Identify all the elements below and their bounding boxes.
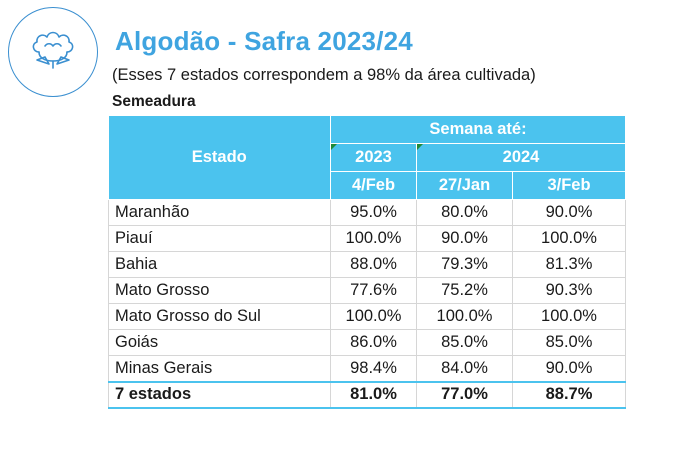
value-cell: 100.0% xyxy=(416,303,513,330)
table-row: Minas Gerais 98.4% 84.0% 90.0% xyxy=(108,355,627,382)
state-name: Mato Grosso xyxy=(108,277,331,304)
value-cell: 81.3% xyxy=(511,251,627,278)
total-value: 88.7% xyxy=(511,380,627,409)
planting-progress-table: Estado Semana até: 2023 2024 4/Feb 27/Ja… xyxy=(108,115,627,409)
table-row: Goiás 86.0% 85.0% 85.0% xyxy=(108,329,627,356)
value-cell: 95.0% xyxy=(330,199,417,226)
total-label: 7 estados xyxy=(108,380,331,409)
value-cell: 100.0% xyxy=(330,225,417,252)
cotton-flower-icon xyxy=(32,31,74,69)
state-name: Piauí xyxy=(108,225,331,252)
table-row: Bahia 88.0% 79.3% 81.3% xyxy=(108,251,627,278)
value-cell: 100.0% xyxy=(511,225,627,252)
state-name: Mato Grosso do Sul xyxy=(108,303,331,330)
table-row: Mato Grosso 77.6% 75.2% 90.3% xyxy=(108,277,627,304)
total-value: 81.0% xyxy=(330,380,417,409)
page-subtitle: (Esses 7 estados correspondem a 98% da á… xyxy=(112,66,536,84)
value-cell: 100.0% xyxy=(511,303,627,330)
value-cell: 98.4% xyxy=(330,355,417,382)
value-cell: 86.0% xyxy=(330,329,417,356)
value-cell: 85.0% xyxy=(511,329,627,356)
section-heading: Semeadura xyxy=(112,93,196,110)
value-cell: 75.2% xyxy=(416,277,513,304)
state-name: Minas Gerais xyxy=(108,355,331,382)
page-title: Algodão - Safra 2023/24 xyxy=(115,26,413,56)
header-date: 4/Feb xyxy=(330,171,417,200)
state-name: Maranhão xyxy=(108,199,331,226)
state-name: Bahia xyxy=(108,251,331,278)
header-estado: Estado xyxy=(108,115,331,200)
cotton-logo xyxy=(8,7,98,97)
table-row: Piauí 100.0% 90.0% 100.0% xyxy=(108,225,627,252)
header-week-group: Semana até: xyxy=(329,115,627,144)
value-cell: 85.0% xyxy=(416,329,513,356)
value-cell: 100.0% xyxy=(330,303,417,330)
value-cell: 90.0% xyxy=(511,199,627,226)
header-date: 27/Jan xyxy=(416,171,513,200)
table-row: Maranhão 95.0% 80.0% 90.0% xyxy=(108,199,627,226)
value-cell: 84.0% xyxy=(416,355,513,382)
value-cell: 90.0% xyxy=(416,225,513,252)
total-value: 77.0% xyxy=(416,380,513,409)
state-name: Goiás xyxy=(108,329,331,356)
value-cell: 77.6% xyxy=(330,277,417,304)
value-cell: 90.3% xyxy=(511,277,627,304)
value-cell: 90.0% xyxy=(511,355,627,382)
value-cell: 80.0% xyxy=(416,199,513,226)
total-row: 7 estados 81.0% 77.0% 88.7% xyxy=(108,380,627,409)
value-cell: 88.0% xyxy=(330,251,417,278)
header-year-2023: 2023 xyxy=(330,143,417,172)
header-date: 3/Feb xyxy=(511,171,627,200)
header-year-2024: 2024 xyxy=(415,143,627,172)
value-cell: 79.3% xyxy=(416,251,513,278)
table-row: Mato Grosso do Sul 100.0% 100.0% 100.0% xyxy=(108,303,627,330)
